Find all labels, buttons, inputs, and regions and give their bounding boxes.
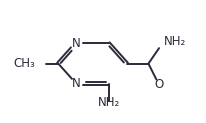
Text: N: N xyxy=(72,77,81,90)
Text: NH₂: NH₂ xyxy=(97,96,120,109)
Text: CH₃: CH₃ xyxy=(13,57,35,70)
Text: N: N xyxy=(72,37,81,50)
Text: NH₂: NH₂ xyxy=(164,35,186,48)
Text: O: O xyxy=(154,78,164,91)
